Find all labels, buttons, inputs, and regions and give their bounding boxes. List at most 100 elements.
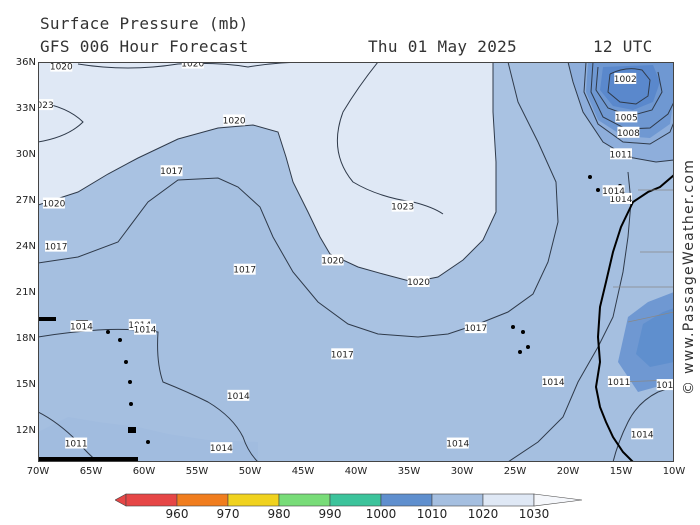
svg-text:1014: 1014: [602, 187, 625, 197]
map-frame: [38, 62, 674, 462]
isobar-label: 1020: [181, 62, 204, 70]
isobar-1023-center: [336, 62, 444, 215]
legend-swatch: [176, 493, 229, 507]
svg-text:1020: 1020: [50, 63, 73, 73]
isobar-label: 1023: [391, 200, 414, 213]
svg-text:1014: 1014: [227, 392, 250, 402]
legend-right-cap: [533, 493, 583, 507]
svg-text:1020: 1020: [42, 200, 65, 210]
svg-text:1014: 1014: [631, 430, 654, 440]
isobar-label: 1011: [65, 437, 88, 450]
isobar-label: 1014: [134, 323, 157, 336]
island-hispaniola: [38, 317, 56, 321]
svg-text:1023: 1023: [391, 203, 414, 213]
legend-tick-label: 1000: [365, 507, 397, 521]
svg-text:1002: 1002: [614, 75, 637, 85]
svg-text:1014: 1014: [446, 440, 469, 450]
lon-label: 20W: [556, 466, 580, 477]
isobar-1017: [38, 62, 559, 338]
lon-label: 15W: [609, 466, 633, 477]
lat-label: 21N: [15, 287, 36, 298]
island-canary: [596, 188, 600, 192]
lon-label: 40W: [344, 466, 368, 477]
isobar-label: 1014: [227, 389, 250, 402]
svg-text:1020: 1020: [223, 116, 246, 126]
isobar-label: 1020: [407, 276, 430, 288]
isobar-label: 1020: [223, 114, 246, 126]
island-leeward: [124, 360, 128, 364]
isobar-1002: [607, 68, 651, 105]
lon-label: 65W: [79, 466, 103, 477]
isobar-label: 1011: [607, 376, 630, 388]
lon-label: 25W: [503, 466, 527, 477]
lat-label: 24N: [15, 241, 36, 252]
isobar-label: 1014: [631, 428, 654, 440]
isobar-label: 1020: [321, 254, 344, 266]
svg-text:1008: 1008: [617, 129, 640, 139]
isobar-label: 1014: [210, 442, 233, 454]
legend-tick-label: 1030: [518, 507, 550, 521]
island-trinidad: [128, 427, 136, 433]
svg-text:1014: 1014: [210, 444, 233, 454]
forecast-time: 12 UTC: [593, 37, 653, 56]
legend-swatch: [380, 493, 433, 507]
lon-label: 55W: [185, 466, 209, 477]
isobar-label: 1017: [160, 165, 183, 177]
island-leeward: [118, 338, 122, 342]
legend-tick-label: 980: [267, 507, 291, 521]
svg-text:1020: 1020: [407, 278, 430, 288]
lon-label: 35W: [397, 466, 421, 477]
isobar-label: 1014: [70, 320, 93, 333]
isobar-label: 1005: [615, 111, 638, 123]
svg-text:1011: 1011: [65, 440, 88, 450]
isobar-label: 1020: [42, 197, 66, 210]
lat-label: 15N: [15, 379, 36, 390]
caribbean-band: [38, 417, 258, 462]
land-low-sahara-core: [636, 308, 674, 367]
island-cape-verde: [521, 330, 525, 334]
isobar-label: 1017: [331, 348, 354, 360]
legend-tick-label: 970: [216, 507, 240, 521]
isobar-label: 1017: [464, 322, 487, 334]
island-cape-verde: [511, 325, 515, 329]
svg-text:1017: 1017: [331, 350, 354, 360]
svg-text:1014: 1014: [134, 326, 157, 336]
svg-text:1020: 1020: [321, 256, 344, 266]
isobar-label: 1017: [45, 240, 68, 253]
venezuela-coast: [38, 457, 138, 462]
isobar-1014-west: [38, 328, 259, 462]
svg-text:1014: 1014: [70, 323, 93, 333]
isobar-1014-east: [507, 171, 632, 462]
isobar-label: 1014: [602, 185, 625, 197]
pressure-color-legend: [115, 493, 583, 507]
island-cape-verde: [518, 350, 522, 354]
legend-swatch: [125, 493, 178, 507]
lat-label: 12N: [15, 425, 36, 436]
lat-label: 27N: [15, 195, 36, 206]
svg-text:1011: 1011: [607, 378, 630, 388]
isobar-label: 1008: [617, 126, 640, 139]
legend-tick-label: 990: [318, 507, 342, 521]
svg-text:1011: 1011: [610, 150, 633, 160]
svg-text:1017: 1017: [233, 266, 256, 276]
legend-tick-label: 960: [165, 507, 189, 521]
island-cape-verde: [526, 345, 530, 349]
africa-coastline: [594, 174, 674, 462]
legend-swatch: [482, 493, 535, 507]
svg-text:1017: 1017: [45, 243, 68, 253]
forecast-date: Thu 01 May 2025: [368, 37, 517, 56]
isobar-1011: [583, 62, 674, 145]
svg-text:1020: 1020: [181, 62, 204, 70]
pressure-band-1020-1023: [38, 62, 496, 282]
legend-tick-label: 1010: [416, 507, 448, 521]
svg-text:1005: 1005: [615, 113, 638, 123]
island-windward: [129, 402, 133, 406]
svg-text:1014: 1014: [610, 195, 633, 205]
forecast-model: GFS 006 Hour Forecast: [40, 37, 249, 56]
isobar-label: 1002: [614, 72, 637, 85]
isobar-label: 1011: [656, 379, 674, 391]
legend-left-cap: [115, 493, 127, 507]
lon-label: 45W: [291, 466, 315, 477]
lon-label: 30W: [450, 466, 474, 477]
legend-tick-label: 1020: [467, 507, 499, 521]
